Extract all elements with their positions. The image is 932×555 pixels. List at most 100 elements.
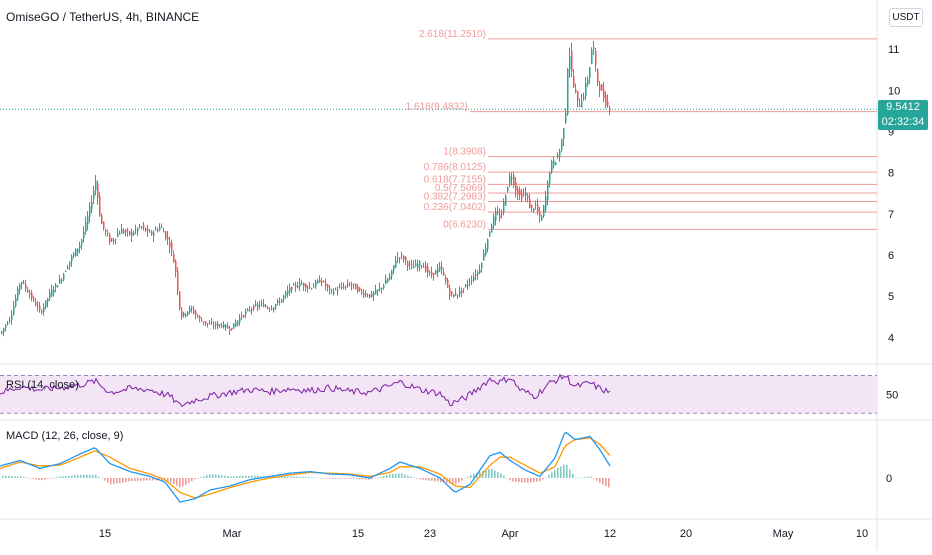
macd-histogram-bar	[554, 470, 556, 478]
candle-body	[91, 202, 93, 210]
macd-histogram-bar	[26, 477, 28, 479]
candle-body	[597, 69, 599, 83]
candle-body	[305, 284, 307, 289]
candle-body	[43, 306, 45, 312]
price-tick-label: 9	[888, 126, 894, 138]
candle-body	[411, 264, 413, 266]
macd-histogram-bar	[380, 476, 382, 478]
candle-body	[409, 263, 411, 265]
candle-body	[393, 265, 395, 271]
candle-body	[581, 101, 583, 108]
candle-body	[229, 329, 231, 331]
macd-histogram-bar	[473, 473, 475, 478]
macd-histogram-bar	[215, 474, 217, 478]
macd-histogram-bar	[362, 478, 364, 480]
candle-body	[295, 285, 297, 287]
candle-body	[139, 226, 141, 227]
macd-histogram-bar	[143, 478, 145, 481]
candle-body	[307, 287, 309, 289]
candle-body	[343, 287, 345, 289]
fib-level-label: 0.236(7.0402)	[424, 202, 486, 213]
candle-body	[419, 261, 421, 266]
candle-body	[299, 282, 301, 287]
macd-histogram-bar	[494, 470, 496, 478]
macd-histogram-bar	[434, 478, 436, 482]
candle-body	[49, 292, 51, 299]
macd-histogram-bar	[83, 474, 85, 478]
candle-body	[33, 298, 35, 300]
candle-body	[507, 187, 509, 192]
candle-body	[63, 274, 65, 280]
candle-body	[245, 311, 247, 315]
time-tick-label: 12	[604, 528, 616, 540]
candle-body	[199, 315, 201, 319]
macd-histogram-bar	[551, 472, 553, 478]
candle-body	[97, 183, 99, 199]
candle-body	[235, 322, 237, 327]
macd-histogram-bar	[314, 477, 316, 479]
candle-body	[477, 272, 479, 275]
candle-body	[395, 260, 397, 268]
candle-body	[407, 261, 409, 266]
macd-histogram-bar	[248, 475, 250, 478]
fib-level-label: 2.618(11.2510)	[419, 29, 486, 40]
macd-histogram-bar	[92, 474, 94, 478]
candle-body	[415, 263, 417, 267]
macd-histogram-bar	[89, 474, 91, 478]
candle-body	[511, 177, 513, 179]
candle-body	[315, 281, 317, 287]
macd-histogram-bar	[308, 477, 310, 478]
candle-body	[289, 287, 291, 293]
macd-histogram-bar	[290, 476, 292, 478]
macd-histogram-bar	[131, 478, 133, 482]
macd-histogram-bar	[401, 473, 403, 478]
candle-body	[125, 230, 127, 233]
candle-body	[473, 277, 475, 281]
macd-histogram-bar	[512, 478, 514, 482]
candle-body	[513, 174, 515, 186]
macd-histogram-bar	[191, 478, 193, 482]
candle-body	[347, 283, 349, 286]
candle-body	[219, 324, 221, 326]
candle-body	[331, 289, 333, 291]
candle-body	[3, 328, 5, 332]
macd-histogram-bar	[578, 477, 580, 479]
candle-body	[93, 190, 95, 199]
candle-body	[361, 291, 363, 293]
currency-button[interactable]: USDT	[889, 8, 923, 27]
candle-body	[427, 267, 429, 273]
candle-body	[557, 155, 559, 158]
candle-body	[381, 287, 383, 289]
chart-title: OmiseGO / TetherUS, 4h, BINANCE	[6, 10, 200, 24]
macd-histogram-bar	[461, 478, 463, 481]
candle-body	[549, 173, 551, 184]
candle-body	[187, 311, 189, 315]
candle-body	[575, 89, 577, 93]
candle-body	[439, 266, 441, 271]
candle-body	[203, 321, 205, 323]
macd-histogram-bar	[602, 478, 604, 485]
candle-body	[309, 286, 311, 288]
candle-body	[271, 308, 273, 310]
candle-body	[189, 307, 191, 312]
macd-histogram-bar	[305, 477, 307, 478]
candle-body	[115, 238, 117, 240]
macd-histogram-bar	[176, 478, 178, 486]
candle-body	[185, 314, 187, 317]
macd-histogram-bar	[497, 471, 499, 478]
macd-histogram-bar	[452, 478, 454, 484]
candle-body	[565, 113, 567, 123]
price-tick-label: 6	[888, 250, 894, 262]
candle-body	[421, 265, 423, 267]
macd-histogram-bar	[527, 478, 529, 483]
macd-histogram-bar	[2, 475, 4, 478]
rsi-label: RSI (14, close)	[6, 379, 79, 391]
candle-body	[51, 289, 53, 296]
candle-body	[573, 76, 575, 87]
candle-body	[231, 328, 233, 330]
candle-body	[147, 229, 149, 231]
price-tick-label: 11	[888, 44, 899, 56]
